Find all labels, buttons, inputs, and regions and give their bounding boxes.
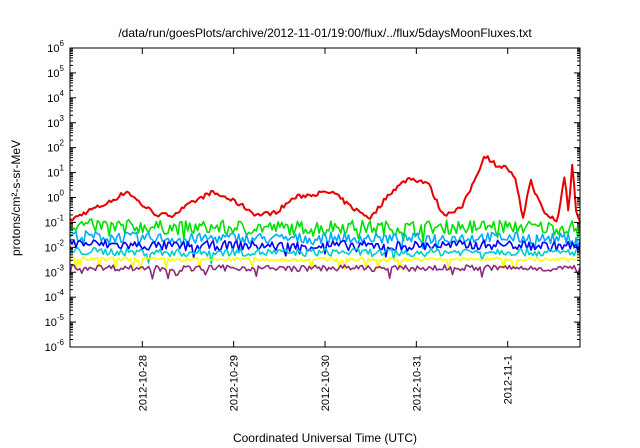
series-layer [69, 155, 581, 280]
series-line [69, 256, 581, 271]
y-tick-label: 105 [47, 64, 64, 80]
y-tick-label: 103 [47, 114, 64, 130]
x-tick-label: 2012-10-29 [229, 355, 241, 411]
y-tick-label: 10-1 [45, 213, 65, 229]
y-tick-label: 10-5 [45, 313, 65, 329]
y-tick-label: 10-4 [45, 288, 65, 304]
y-tick-label: 102 [47, 139, 64, 155]
x-tick-label: 2012-11-1 [503, 355, 515, 404]
y-tick-label: 101 [47, 164, 64, 180]
chart-title: /data/run/goesPlots/archive/2012-11-01/1… [118, 26, 532, 40]
series-line [69, 239, 581, 259]
series-line [69, 155, 581, 223]
y-tick-label: 100 [47, 189, 64, 205]
x-tick-label: 2012-10-30 [320, 355, 332, 411]
y-tick-label: 10-2 [45, 238, 65, 254]
y-tick-label: 10-3 [45, 263, 65, 279]
y-axis: 106 105 104 103 102 101 100 10-1 10-2 10-3 10-4 10-… [45, 39, 580, 354]
y-tick-label: 10-6 [45, 338, 65, 354]
y-tick-label: 106 [47, 39, 64, 55]
x-axis-label: Coordinated Universal Time (UTC) [233, 431, 417, 445]
x-tick-label: 2012-10-31 [411, 355, 423, 411]
plot-frame [69, 47, 581, 348]
series-line [69, 218, 581, 243]
series-line [69, 246, 581, 265]
x-tick-label: 2012-10-28 [137, 355, 149, 411]
x-axis: 2012-10-28 2012-10-29 2012-10-30 2012-10-31… [137, 48, 515, 411]
y-tick-label: 104 [47, 89, 64, 105]
series-line [69, 263, 581, 280]
y-axis-label: protons/cm²-s-sr-MeV [9, 140, 23, 256]
